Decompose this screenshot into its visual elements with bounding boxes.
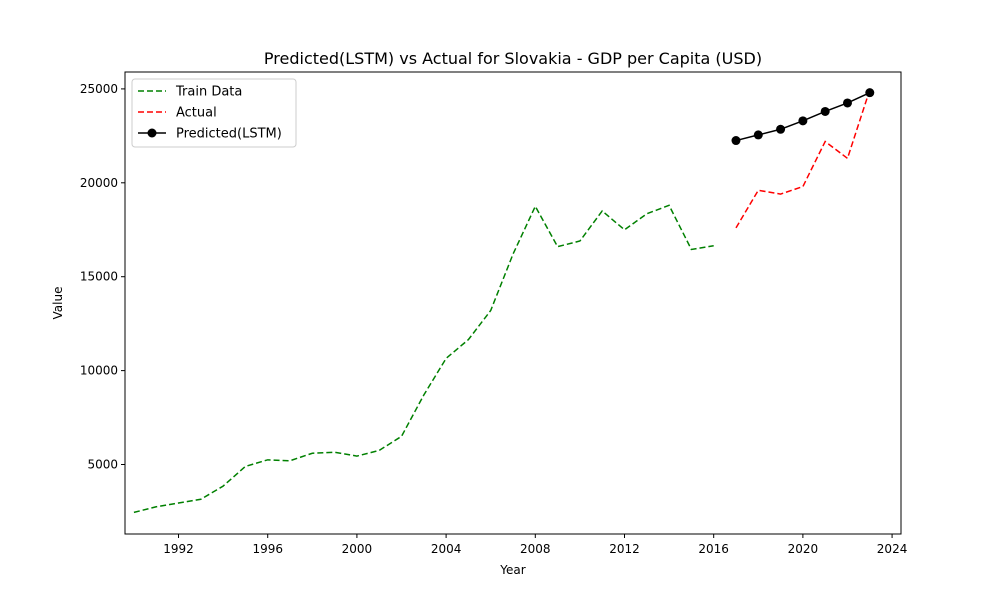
chart-title: Predicted(LSTM) vs Actual for Slovakia -… xyxy=(264,49,762,68)
y-tick-label: 20000 xyxy=(80,176,118,190)
legend-marker xyxy=(147,128,157,138)
y-tick-label: 5000 xyxy=(87,458,118,472)
x-tick-label: 2004 xyxy=(431,542,462,556)
series-line-train-data xyxy=(133,204,714,514)
legend-label: Actual xyxy=(176,106,217,121)
legend-label: Predicted(LSTM) xyxy=(176,127,282,142)
y-tick-label: 15000 xyxy=(80,270,118,284)
x-tick-label: 2016 xyxy=(698,542,729,556)
data-point-predicted-lstm xyxy=(731,136,741,146)
y-axis-title: Value xyxy=(51,287,65,320)
legend-label: Train Data xyxy=(175,85,242,100)
data-point-predicted-lstm xyxy=(820,106,830,116)
legend: Train Data Actual Predicted(LSTM) xyxy=(131,78,297,148)
data-point-predicted-lstm xyxy=(753,130,763,140)
data-point-predicted-lstm xyxy=(798,116,808,126)
x-tick-label: 2008 xyxy=(520,542,551,556)
x-tick-label: 1992 xyxy=(163,542,194,556)
x-tick-label: 2020 xyxy=(788,542,819,556)
y-tick-label: 10000 xyxy=(80,364,118,378)
legend-box xyxy=(131,78,297,148)
y-tick-label: 25000 xyxy=(80,82,118,96)
y-axis: 5000 10000 15000 20000 25000 xyxy=(80,82,125,472)
x-tick-label: 2024 xyxy=(877,542,908,556)
x-tick-label: 2000 xyxy=(342,542,373,556)
data-point-predicted-lstm xyxy=(776,124,786,134)
data-point-predicted-lstm xyxy=(865,88,875,98)
x-tick-label: 2012 xyxy=(609,542,640,556)
x-axis-title: Year xyxy=(499,563,525,577)
x-axis: 1992 1996 2000 2004 2008 2012 2016 2020 2024 xyxy=(163,534,907,556)
plot-layer xyxy=(133,88,875,514)
data-point-predicted-lstm xyxy=(842,98,852,108)
x-tick-label: 1996 xyxy=(252,542,283,556)
plot-frame xyxy=(124,71,902,535)
